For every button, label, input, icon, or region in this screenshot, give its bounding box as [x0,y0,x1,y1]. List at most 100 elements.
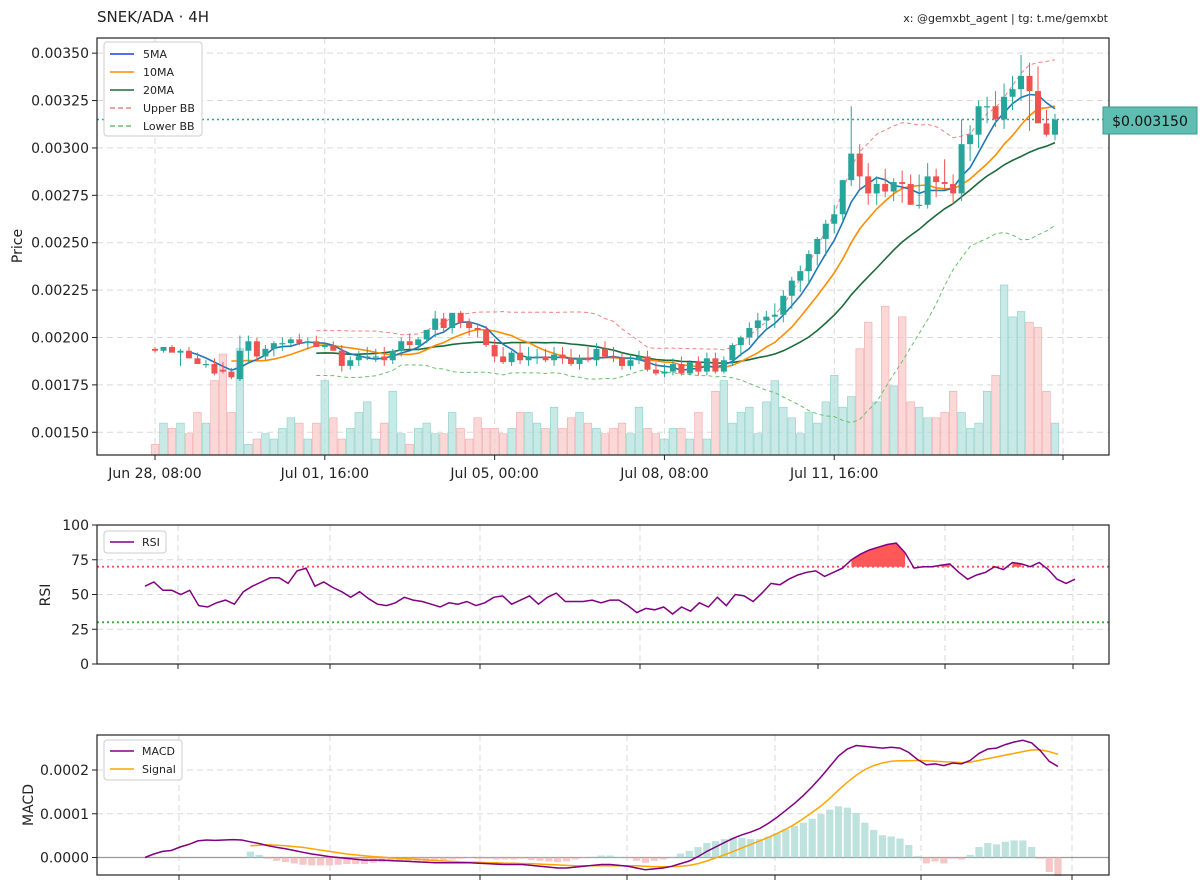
candle-body [321,345,328,347]
volume-bar [515,412,525,456]
price-xtick-label: Jul 11, 16:00 [789,466,878,482]
price-ytick-label: 0.00200 [31,330,89,346]
volume-bar [660,438,669,456]
candle-body [1009,89,1016,97]
price-ytick-label: 0.00150 [31,425,89,441]
candle-body [635,356,642,361]
candle-body [882,183,889,192]
price-xtick-label: Jul 05, 00:00 [449,466,538,482]
volume-bar [405,444,414,456]
candle-body [474,328,481,330]
candle-body [398,341,405,351]
macd-histogram-bar [325,857,333,866]
price-xtick-label: Jul 08, 08:00 [619,466,708,482]
macd-histogram-bar [589,856,597,858]
macd-histogram-bar [747,839,755,858]
macd-legend: MACD Signal [103,739,183,781]
volume-bar [634,406,644,456]
macd-histogram-bar [834,806,843,858]
volume-bar [159,422,168,456]
volume-bar [354,412,363,456]
volume-bar [286,417,295,456]
candle-body [1018,75,1025,90]
candle-body [644,356,651,370]
macd-histogram-bar [650,857,658,861]
candle-body [916,204,923,206]
price-xtick-label: Jun 28, 08:00 [107,466,201,482]
candle-body [423,329,430,340]
volume-bar [881,305,890,456]
macd-histogram-bar [431,857,439,861]
candle-body [585,358,592,361]
candle-body [559,354,566,359]
candle-body [950,183,957,194]
macd-histogram-bar [1054,857,1062,876]
candle-body [839,180,846,215]
volume-bar [388,390,397,456]
volume-bar [150,444,160,456]
rsi-panel: 0 25 50 75 100 RSI RSI [38,518,1110,673]
macd-histogram-bar [273,857,281,861]
volume-bar [380,422,389,456]
candle-body [771,314,778,317]
legend-macd: MACD [142,745,175,758]
candle-body [822,223,829,239]
macd-histogram-bar [817,814,825,858]
macd-histogram-bar [492,857,500,860]
chart-title: SNEK/ADA · 4H [97,8,209,26]
volume-bar [736,412,745,456]
candle-body [686,362,693,374]
macd-histogram-bar [931,857,939,862]
macd-histogram-bar [545,857,553,862]
macd-histogram-bar [466,857,474,859]
volume-bar [1008,316,1017,456]
macd-histogram-bar [659,857,667,860]
legend-lower-bb: Lower BB [143,120,195,133]
candle-body [618,358,625,366]
candle-body [712,358,719,372]
volume-bar [915,406,924,456]
candle-body [466,322,473,329]
macd-histogram-bar [791,826,799,858]
volume-bar [940,412,949,456]
macd-histogram-bar [887,836,895,858]
candle-body [372,356,379,358]
macd-histogram-bar [843,807,851,858]
price-legend: 5MA 10MA 20MA Upper BB Lower BB [103,41,203,137]
candle-body [958,144,965,194]
volume-bar [532,422,542,456]
volume-bar [1050,422,1060,456]
volume-bar [864,321,873,456]
candle-body [602,348,608,357]
candle-body [313,341,320,347]
volume-bar [422,422,431,456]
macd-histogram-bar [457,857,465,859]
candle-body [287,339,294,344]
candle-body [703,358,710,372]
volume-bar [1016,311,1026,456]
macd-histogram-bar [334,857,342,865]
volume-bar [949,390,958,456]
macd-histogram-bar [316,857,325,866]
candle-body [967,134,974,145]
volume-bar [787,417,796,456]
volume-bar [889,385,898,456]
candle-body [576,358,583,365]
volume-bar [261,433,270,456]
volume-bar [592,428,601,456]
rsi-line [144,542,1076,615]
volume-bar [312,422,321,456]
macd-histogram-bar [641,857,649,863]
macd-histogram-bar [992,844,1001,858]
volume-bar [685,438,695,456]
legend-rsi: RSI [142,536,160,549]
macd-histogram-bar [299,857,307,865]
macd-histogram-bar [448,857,456,860]
rsi-ytick-label: 75 [71,553,89,569]
volume-bar [303,438,312,456]
candle-body [924,176,931,205]
candle-body [865,176,872,194]
volume-bar [711,390,720,456]
macd-histogram-bar [729,837,737,858]
price-panel: 0.00150 0.00175 0.00200 0.00225 0.00250 0.002… [10,37,1198,482]
